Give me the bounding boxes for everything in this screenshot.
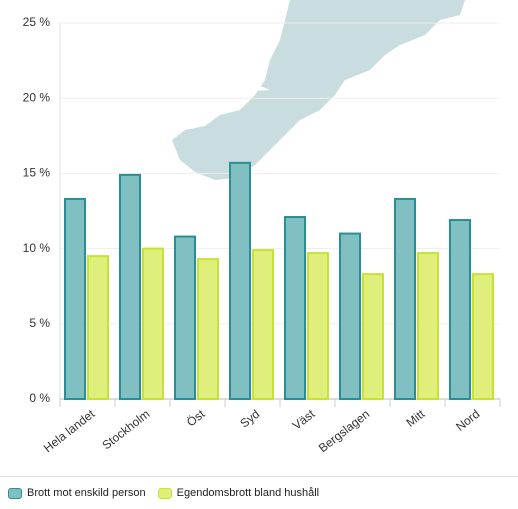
bar [339, 232, 361, 400]
y-tick-label: 0 % [29, 391, 50, 405]
legend-item[interactable]: Egendomsbrott bland hushåll [157, 487, 320, 499]
bar [394, 197, 416, 400]
bar [64, 197, 86, 400]
bar [174, 235, 196, 400]
legend-label: Egendomsbrott bland hushåll [176, 487, 320, 499]
legend-item[interactable]: Brott mot enskild person [8, 487, 146, 499]
x-tick-label: Hela landet [41, 406, 98, 455]
legend-label: Brott mot enskild person [27, 487, 146, 499]
bar [284, 216, 306, 400]
x-tick-label: Bergslagen [316, 407, 372, 455]
x-tick-label: Stockholm [100, 407, 153, 453]
x-tick-label: Öst [184, 406, 208, 429]
legend: Brott mot enskild person Egendomsbrott bl… [0, 476, 518, 509]
y-tick-label: 5 % [29, 316, 50, 330]
bar [142, 247, 164, 400]
bar [197, 258, 219, 400]
map-lake [225, 83, 270, 91]
bar [252, 249, 274, 400]
x-tick-label: Väst [290, 406, 318, 432]
bar [229, 161, 251, 400]
y-tick-label: 10 % [23, 241, 51, 255]
bar [307, 252, 329, 400]
bar [87, 255, 109, 400]
x-tick-label: Mitt [403, 406, 427, 429]
legend-swatch [8, 487, 22, 499]
y-tick-label: 15 % [23, 166, 51, 180]
y-tick-label: 25 % [23, 15, 51, 29]
bar [417, 252, 439, 400]
bar [472, 273, 494, 400]
bar [449, 219, 471, 400]
bar [362, 273, 384, 400]
chart: 0 % 5 % 10 % 15 % 20 % 25 % Hela landet Stockho… [23, 0, 501, 455]
x-tick-label: Nord [453, 407, 482, 434]
map-background [172, 0, 465, 180]
legend-swatch [157, 487, 172, 499]
y-tick-label: 20 % [23, 90, 51, 104]
bar [119, 173, 141, 400]
x-tick-label: Syd [237, 407, 262, 431]
